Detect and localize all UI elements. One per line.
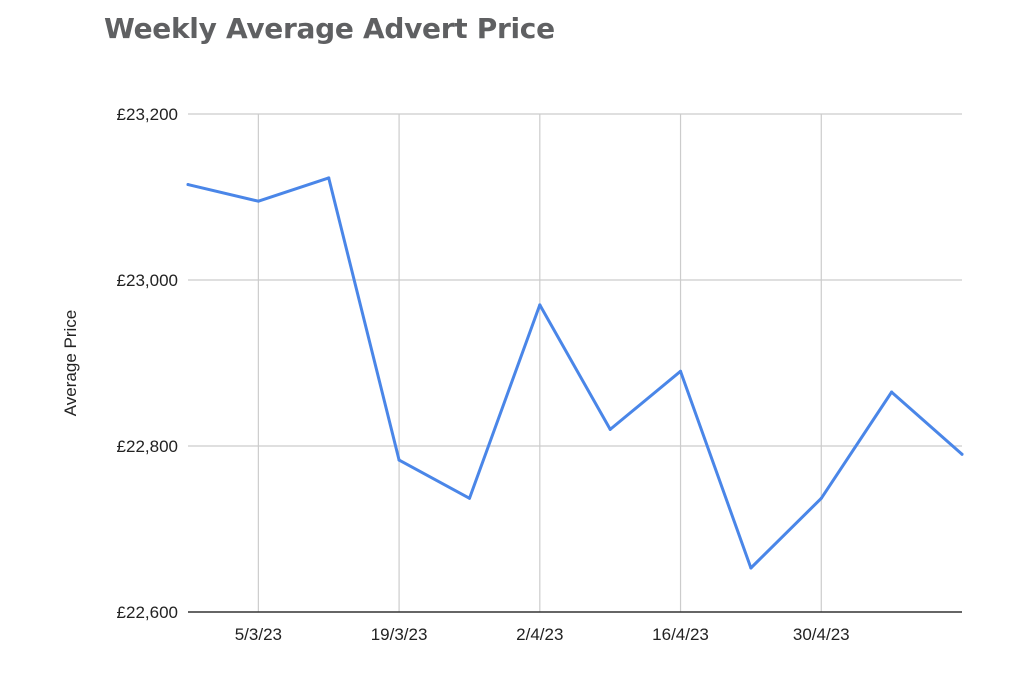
data-point (467, 496, 471, 500)
chart-title: Weekly Average Advert Price (104, 12, 555, 45)
x-tick-label: 19/3/23 (371, 625, 428, 644)
data-point (890, 390, 894, 394)
x-axis-tick-labels: 5/3/23 19/3/23 2/4/23 16/4/23 30/4/23 (235, 625, 850, 644)
data-point (327, 176, 331, 180)
data-point (608, 427, 612, 431)
data-point (538, 303, 542, 307)
data-point (186, 183, 190, 187)
data-point (749, 566, 753, 570)
y-tick-label: £22,600 (117, 603, 178, 622)
x-tick-label: 5/3/23 (235, 625, 282, 644)
data-point (397, 458, 401, 462)
data-point (960, 452, 964, 456)
y-tick-label: £23,200 (117, 105, 178, 124)
vertical-gridlines (257, 114, 822, 612)
data-point (256, 199, 260, 203)
series-line (186, 176, 964, 570)
horizontal-gridlines (188, 113, 962, 613)
data-point (679, 369, 683, 373)
y-axis-title: Average Price (61, 310, 80, 416)
x-tick-label: 2/4/23 (516, 625, 563, 644)
x-tick-label: 30/4/23 (793, 625, 850, 644)
data-point (819, 496, 823, 500)
y-tick-label: £23,000 (117, 271, 178, 290)
y-tick-label: £22,800 (117, 437, 178, 456)
x-tick-label: 16/4/23 (652, 625, 709, 644)
y-axis-tick-labels: £22,600 £22,800 £23,000 £23,200 (117, 105, 178, 622)
series-lines (186, 176, 964, 570)
